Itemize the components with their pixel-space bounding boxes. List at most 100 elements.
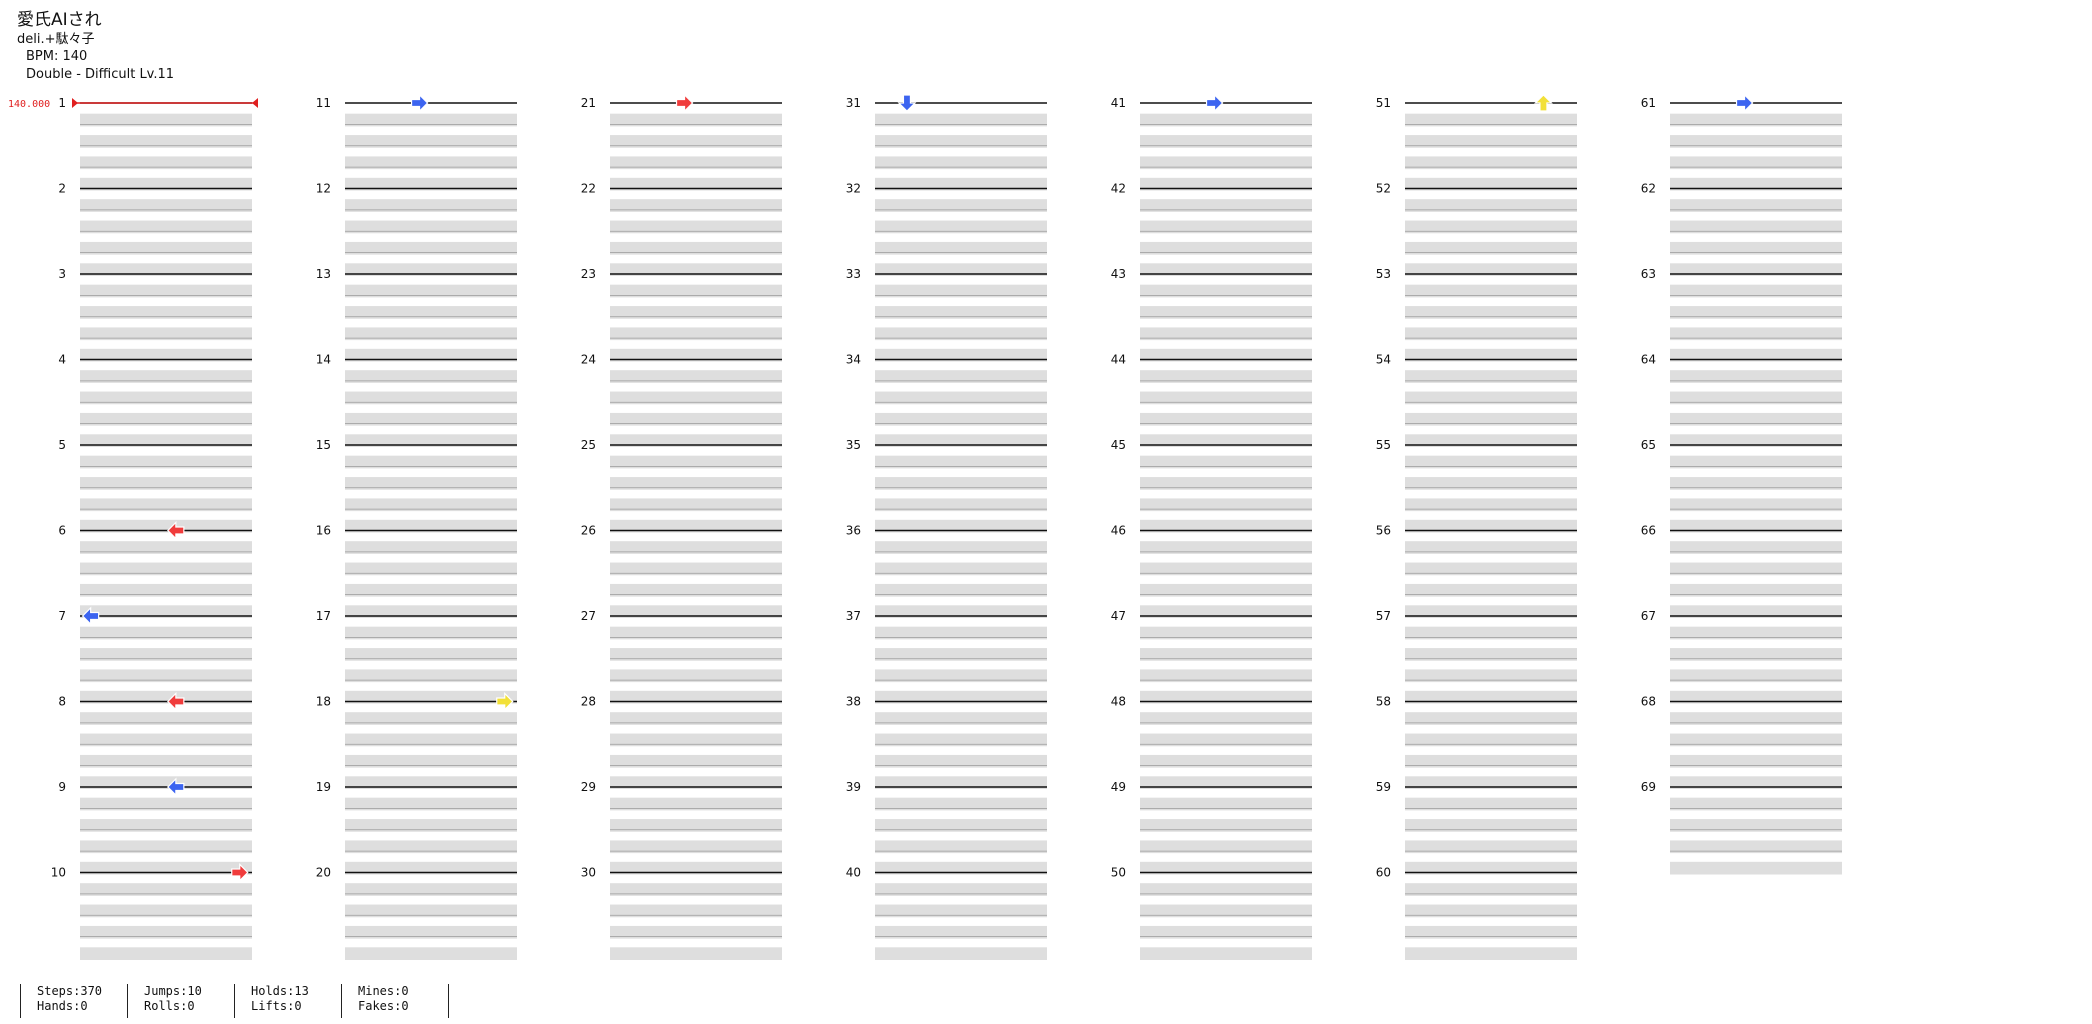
- jumps-count: Jumps:10: [144, 984, 202, 998]
- beat-band: [80, 306, 252, 319]
- beat-band: [875, 498, 1047, 512]
- beat-band: [875, 904, 1047, 918]
- measure-number: 52: [1376, 182, 1391, 196]
- measure-number: 61: [1641, 96, 1656, 110]
- beat-band: [1405, 797, 1577, 811]
- beat-band: [875, 947, 1047, 960]
- beat-band: [345, 370, 517, 383]
- beat-band: [1405, 712, 1577, 725]
- beat-band: [610, 541, 782, 554]
- beat-band: [1140, 284, 1312, 298]
- beat-band: [1670, 733, 1842, 747]
- beat-band: [1140, 177, 1312, 191]
- beat-band: [610, 348, 782, 362]
- measure-number: 43: [1111, 267, 1126, 281]
- beat-band: [1140, 541, 1312, 554]
- beat-band: [80, 156, 252, 170]
- beat-band: [80, 263, 252, 276]
- beat-band: [80, 562, 252, 576]
- beat-band: [80, 284, 252, 298]
- beat-band: [610, 797, 782, 811]
- beat-band: [1140, 562, 1312, 576]
- beat-band: [1405, 819, 1577, 832]
- beat-band: [80, 434, 252, 447]
- measure-number: 49: [1111, 780, 1126, 794]
- beat-band: [345, 754, 517, 768]
- measure-number: 56: [1376, 524, 1391, 538]
- measure-number: 63: [1641, 267, 1656, 281]
- beat-band: [1405, 605, 1577, 618]
- beat-band: [345, 156, 517, 170]
- measure-number: 23: [581, 267, 596, 281]
- measure-number: 58: [1376, 695, 1391, 709]
- beat-band: [610, 648, 782, 661]
- beat-band: [1140, 690, 1312, 704]
- beat-band: [610, 883, 782, 896]
- beat-band: [875, 925, 1047, 939]
- measure-number: 20: [316, 866, 331, 880]
- beat-band: [610, 947, 782, 960]
- beat-band: [1670, 776, 1842, 789]
- measure-number: 32: [846, 182, 861, 196]
- beat-band: [875, 455, 1047, 469]
- beat-band: [1140, 113, 1312, 127]
- beat-band: [345, 626, 517, 640]
- beat-band: [875, 412, 1047, 426]
- difficulty-label: Double - Difficult Lv.11: [26, 67, 175, 82]
- beat-band: [875, 883, 1047, 896]
- measure-number: 21: [581, 96, 596, 110]
- beat-band: [1670, 220, 1842, 234]
- beat-band: [1140, 840, 1312, 854]
- beat-band: [345, 455, 517, 469]
- song-header: 愛氏AIされ deli.+駄々子 BPM: 140 Double - Diffi…: [17, 10, 174, 84]
- beat-band: [610, 177, 782, 191]
- right-arrow-icon: [1205, 93, 1224, 113]
- measure-number: 22: [581, 182, 596, 196]
- beat-band: [1140, 241, 1312, 255]
- beat-band: [80, 819, 252, 832]
- beat-band: [1140, 263, 1312, 276]
- beat-band: [1405, 541, 1577, 554]
- measure-number: 66: [1641, 524, 1656, 538]
- measure-number: 16: [316, 524, 331, 538]
- beat-band: [80, 797, 252, 811]
- beat-band: [1670, 177, 1842, 191]
- beat-band: [345, 712, 517, 725]
- measure-number: 57: [1376, 609, 1391, 623]
- beat-band: [1670, 519, 1842, 533]
- beat-band: [1405, 284, 1577, 298]
- beat-band: [1140, 348, 1312, 362]
- bpm-label: BPM: 140: [26, 49, 88, 64]
- beat-band: [345, 199, 517, 212]
- beat-band: [345, 776, 517, 789]
- beat-band: [610, 840, 782, 854]
- beat-band: [610, 391, 782, 405]
- beat-band: [875, 391, 1047, 405]
- beat-band: [875, 541, 1047, 554]
- beat-band: [610, 562, 782, 576]
- beat-band: [610, 412, 782, 426]
- measure-number: 69: [1641, 780, 1656, 794]
- beat-band: [610, 434, 782, 447]
- beat-band: [1405, 113, 1577, 127]
- measure-number: 55: [1376, 438, 1391, 452]
- beat-band: [875, 220, 1047, 234]
- fakes-count: Fakes:0: [358, 999, 409, 1013]
- measure-number: 51: [1376, 96, 1391, 110]
- beat-band: [80, 861, 252, 875]
- beat-band: [1140, 883, 1312, 896]
- measure-number: 42: [1111, 182, 1126, 196]
- beat-band: [80, 583, 252, 597]
- beat-band: [1140, 712, 1312, 725]
- beat-band: [1670, 327, 1842, 341]
- measure-number: 46: [1111, 524, 1126, 538]
- song-artist: deli.+駄々子: [17, 32, 95, 47]
- beat-band: [1405, 135, 1577, 148]
- measure-number: 53: [1376, 267, 1391, 281]
- measure-number: 38: [846, 695, 861, 709]
- beat-band: [1140, 434, 1312, 447]
- beat-band: [1670, 284, 1842, 298]
- right-arrow-icon: [231, 863, 249, 882]
- beat-band: [1140, 733, 1312, 747]
- beat-band: [1405, 348, 1577, 362]
